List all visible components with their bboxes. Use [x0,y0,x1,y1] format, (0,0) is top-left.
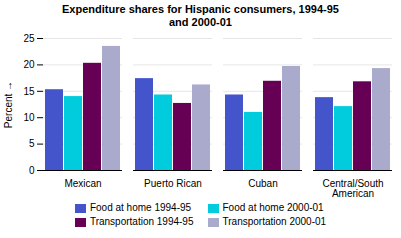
html-text:Expenditure shares for Hispani: Expenditure shares for Hispanic consumer… [62,3,339,28]
html-text:Food at home 2000-01: Food at home 2000-01 [222,202,324,213]
svg-text:20: 20 [23,59,35,70]
svg-text:25: 25 [23,33,35,44]
svg-text:15: 15 [23,86,35,97]
svg-text:Mexican: Mexican [64,178,101,189]
svg-text:5: 5 [29,138,35,149]
html-text:Food at home 1994-95: Food at home 1994-95 [89,202,192,213]
svg-text:Cuban: Cuban [248,178,277,189]
svg-text:Puerto Rican: Puerto Rican [144,178,202,189]
svg-text:10: 10 [23,112,35,123]
svg-text:Percent →: Percent → [3,81,14,128]
svg-text:Central/SouthAmerican: Central/SouthAmerican [322,178,383,199]
svg-text:0: 0 [29,165,35,176]
html-text:Transportation 1994-95: Transportation 1994-95 [89,216,194,227]
html-text:Transportation 2000-01: Transportation 2000-01 [222,216,327,227]
